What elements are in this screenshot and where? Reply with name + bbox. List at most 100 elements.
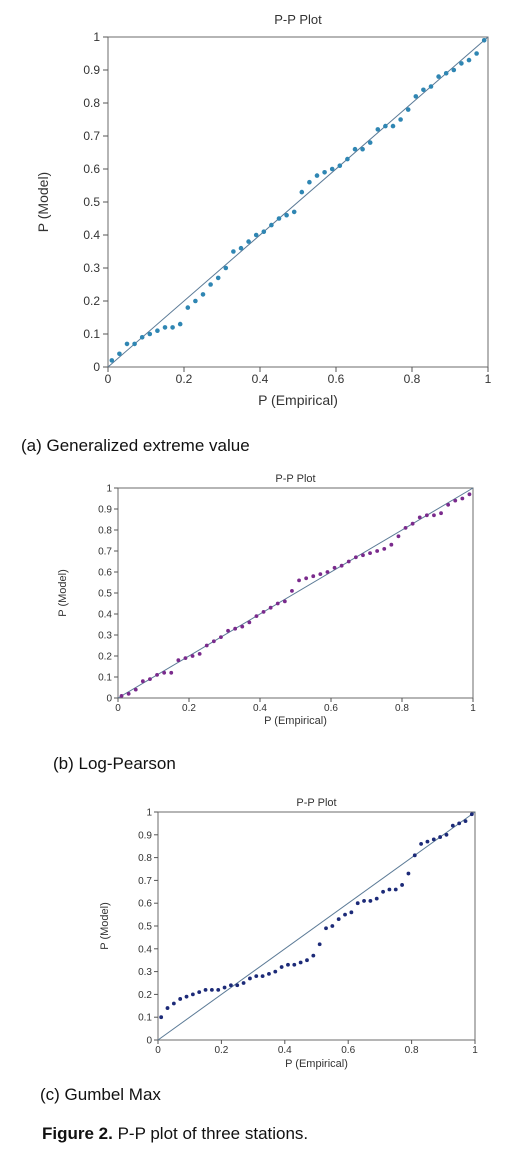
data-point <box>439 511 443 516</box>
y-tick-label: 0.3 <box>138 967 152 978</box>
data-point <box>275 601 280 606</box>
data-point <box>260 974 265 979</box>
data-point <box>329 166 335 172</box>
y-tick-label: 0 <box>146 1036 152 1047</box>
data-point <box>147 331 153 337</box>
y-tick-label: 0.3 <box>83 261 100 275</box>
data-point <box>431 837 436 842</box>
data-point <box>343 912 347 917</box>
data-point <box>304 576 309 581</box>
data-point <box>367 140 373 145</box>
data-point <box>208 282 213 287</box>
data-point <box>353 555 358 560</box>
data-point <box>159 1015 164 1020</box>
data-point <box>405 107 411 112</box>
data-point <box>463 819 468 824</box>
data-point <box>352 146 358 152</box>
data-point <box>276 216 282 221</box>
data-point <box>421 87 426 93</box>
x-tick-label: 0.2 <box>182 703 196 714</box>
data-point <box>176 658 181 663</box>
data-point <box>345 156 350 162</box>
caption-b: (b) Log-Pearson <box>53 754 176 773</box>
x-tick-label: 0.8 <box>404 372 421 386</box>
x-tick-label: 0 <box>115 703 121 714</box>
y-tick-label: 0.8 <box>138 853 152 864</box>
data-point <box>229 983 233 988</box>
pp-plot-gev: P-P Plot 0 0.1 0.2 0.3 0.4 0.5 0.6 0.7 0.8 0.9 1 0 0.… <box>35 12 492 408</box>
data-point <box>443 71 449 76</box>
data-point <box>324 926 328 931</box>
data-point <box>432 513 436 518</box>
data-point <box>109 358 115 363</box>
data-point <box>254 974 259 979</box>
y-axis-label: P (Model) <box>35 172 51 232</box>
data-point <box>419 842 424 846</box>
data-point <box>246 239 251 244</box>
chart-title: P-P Plot <box>275 473 315 485</box>
y-tick-label: 0.8 <box>98 526 112 537</box>
data-point <box>269 222 274 228</box>
data-point <box>299 189 305 195</box>
y-tick-label: 0.9 <box>138 830 152 841</box>
data-point <box>254 614 259 618</box>
caption-a: (a) Generalized extreme value <box>21 436 250 455</box>
x-tick-label: 0.6 <box>341 1045 355 1056</box>
data-point <box>169 670 174 675</box>
data-point <box>417 515 422 520</box>
y-tick-label: 0.2 <box>138 990 152 1001</box>
data-point <box>396 534 401 539</box>
data-point <box>200 292 206 297</box>
y-tick-label: 0 <box>93 360 100 374</box>
data-point <box>247 620 252 625</box>
x-axis-label: P (Empirical) <box>258 392 338 408</box>
data-point <box>286 962 290 967</box>
data-point <box>339 563 344 568</box>
data-point <box>413 94 419 99</box>
data-point <box>318 572 323 576</box>
data-point <box>305 958 309 963</box>
data-point <box>297 578 301 583</box>
y-tick-label: 0.2 <box>98 652 112 663</box>
data-point <box>291 209 297 215</box>
data-point <box>231 249 236 254</box>
pp-plot-log-pearson: P-P Plot 0 0.1 0.2 0.3 0.4 0.5 0.6 0.7 0.8 0.9 1 0 0.… <box>57 473 476 727</box>
data-point <box>233 626 238 631</box>
data-point <box>346 559 351 564</box>
data-point <box>400 883 404 887</box>
data-point <box>284 212 289 218</box>
data-point <box>467 492 472 497</box>
x-tick-label: 1 <box>472 1045 478 1056</box>
data-point <box>190 654 195 658</box>
data-point <box>387 887 392 892</box>
data-point <box>203 987 208 992</box>
data-point <box>219 635 223 639</box>
data-point <box>185 305 191 310</box>
y-tick-label: 1 <box>106 484 112 495</box>
data-point <box>466 57 472 63</box>
y-tick-label: 0.7 <box>98 547 112 558</box>
y-tick-label: 0.6 <box>98 568 112 579</box>
data-point <box>139 335 145 340</box>
data-point <box>481 38 487 43</box>
x-tick-label: 0.4 <box>252 372 269 386</box>
data-point <box>193 298 198 304</box>
data-point <box>215 275 221 281</box>
y-tick-label: 0.2 <box>83 294 100 308</box>
data-point <box>450 823 455 828</box>
data-point <box>428 84 434 89</box>
data-point <box>267 971 271 976</box>
data-point <box>361 553 365 558</box>
data-point <box>155 673 159 677</box>
y-tick-label: 0.9 <box>83 63 100 77</box>
chart-panel-c: P-P Plot 0 0.1 0.2 0.3 0.4 0.5 0.6 0.7 0.8 0.9 1 0 0.… <box>0 785 506 1075</box>
y-tick-label: 0.5 <box>138 922 152 933</box>
data-point <box>165 1006 170 1010</box>
data-point <box>393 887 398 892</box>
figure-caption: Figure 2. P-P plot of three stations. <box>42 1124 308 1144</box>
x-tick-label: 1 <box>485 372 492 386</box>
y-tick-label: 0.8 <box>83 96 100 110</box>
data-point <box>124 341 130 347</box>
data-point <box>184 994 189 999</box>
data-point <box>235 983 240 988</box>
